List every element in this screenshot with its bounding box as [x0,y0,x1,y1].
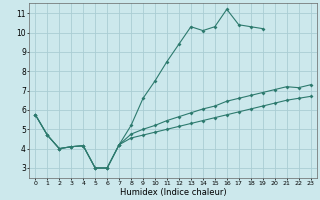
X-axis label: Humidex (Indice chaleur): Humidex (Indice chaleur) [120,188,226,197]
